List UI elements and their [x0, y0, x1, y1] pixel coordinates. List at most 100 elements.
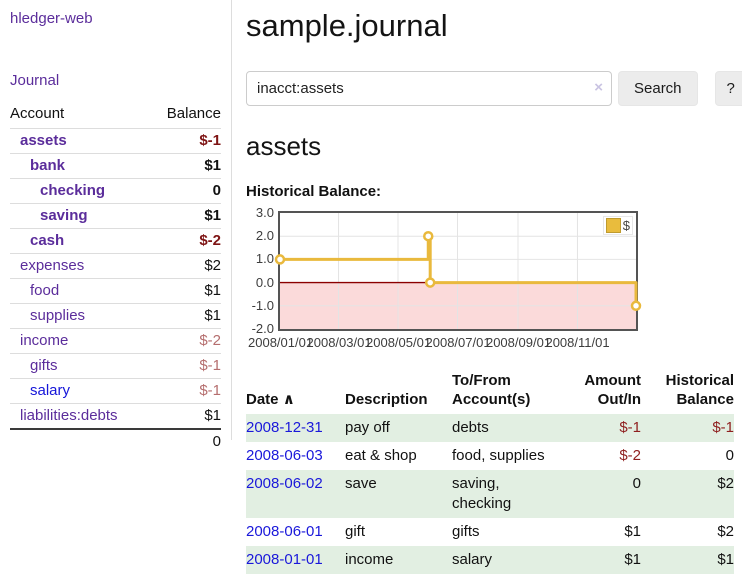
table-row: 2008-06-01 gift gifts $1 $2 [246, 518, 734, 546]
account-link[interactable]: salary [30, 382, 71, 399]
account-balance: $1 [150, 303, 221, 329]
cell-description: gift [345, 523, 366, 540]
cell-description: save [345, 475, 377, 492]
col-date-sort[interactable]: Date ∧ [246, 391, 295, 408]
cell-balance: $1 [717, 551, 734, 568]
cell-balance: $-1 [712, 419, 734, 436]
accounts-col-balance: Balance [166, 105, 221, 122]
col-description: Description [345, 391, 428, 408]
sidebar-item-journal[interactable]: Journal [10, 72, 60, 89]
account-link[interactable]: assets [20, 132, 67, 149]
account-row: cash $-2 [10, 228, 221, 254]
col-amount: Amount Out/In [584, 372, 641, 408]
account-row: checking 0 [10, 178, 221, 204]
cell-amount: $-2 [619, 447, 641, 464]
cell-description: income [345, 551, 394, 568]
account-row: supplies $1 [10, 303, 221, 329]
account-balance: $2 [150, 253, 221, 279]
account-link[interactable]: bank [30, 157, 66, 174]
account-balance: $-2 [150, 228, 221, 254]
chart-plot[interactable]: $ [274, 211, 642, 331]
account-balance: $-1 [150, 378, 221, 404]
account-balance: $-2 [150, 328, 221, 354]
account-link[interactable]: expenses [20, 257, 85, 274]
date-link[interactable]: 2008-12-31 [246, 419, 323, 436]
account-row: bank $1 [10, 153, 221, 179]
account-row: saving $1 [10, 203, 221, 229]
account-balance: $-1 [150, 128, 221, 154]
cell-amount: $-1 [619, 419, 641, 436]
historical-balance-chart: $ 3.0 2.0 1.0 0.0 -1.0 -2.0 2008/01/01 2008/03/… [246, 205, 734, 355]
account-balance: $1 [150, 203, 221, 229]
account-link[interactable]: supplies [30, 307, 86, 324]
cell-balance: $2 [717, 523, 734, 540]
account-link[interactable]: food [30, 282, 60, 299]
cell-accounts: gifts [452, 523, 480, 540]
accounts-table: Account Balance assets $-1 bank $1 checking 0… [10, 101, 221, 454]
app-title-link[interactable]: hledger-web [10, 10, 93, 27]
chart-legend: $ [602, 216, 633, 235]
register-table: Date ∧ Description To/From Account(s) Am… [246, 369, 734, 574]
main-content: sample.journal × Search ? assets Histori… [246, 0, 742, 574]
accounts-total-value: 0 [150, 428, 221, 454]
account-heading: assets [246, 131, 322, 161]
table-row: 2008-06-03 eat & shop food, supplies $-2 0 [246, 442, 734, 470]
account-link[interactable]: income [20, 332, 69, 349]
account-row: liabilities:debts $1 [10, 403, 221, 429]
sidebar: hledger-web Journal Account Balance asse… [0, 0, 232, 454]
cell-balance: $2 [717, 475, 734, 492]
cell-amount: $1 [624, 551, 641, 568]
date-link[interactable]: 2008-06-01 [246, 523, 323, 540]
x-axis-tick-label: 2008/01/01 [248, 335, 314, 350]
accounts-tbody: assets $-1 bank $1 checking 0 saving $1 cash $-2 e… [10, 128, 221, 454]
date-link[interactable]: 2008-06-02 [246, 475, 323, 492]
cell-accounts: debts [452, 419, 489, 436]
col-balance: Historical Balance [665, 372, 734, 408]
account-balance: 0 [150, 178, 221, 204]
account-balance: $-1 [150, 353, 221, 379]
register-tbody: 2008-12-31 pay off debts $-1 $-1 2008-06-03 ea… [246, 414, 734, 574]
table-row: 2008-01-01 income salary $1 $1 [246, 546, 734, 574]
account-row: food $1 [10, 278, 221, 304]
y-axis-tick-label: 2.0 [255, 228, 274, 244]
clear-search-icon[interactable]: × [594, 79, 603, 96]
account-balance: $1 [150, 403, 221, 429]
chart-title: Historical Balance: [246, 183, 382, 200]
accounts-col-account: Account [10, 105, 65, 122]
search-input-wrap: × [246, 71, 612, 106]
account-link[interactable]: cash [30, 232, 65, 249]
account-link[interactable]: saving [40, 207, 88, 224]
cell-accounts: salary [452, 551, 493, 568]
account-balance: $1 [150, 278, 221, 304]
account-link[interactable]: gifts [30, 357, 58, 374]
cell-description: eat & shop [345, 447, 417, 464]
account-row: income $-2 [10, 328, 221, 354]
x-axis-tick-label: 2008/07/01 [425, 335, 491, 350]
table-row: 2008-12-31 pay off debts $-1 $-1 [246, 414, 734, 442]
help-button[interactable]: ? [714, 71, 742, 106]
y-axis-tick-label: 3.0 [255, 205, 274, 220]
account-balance: $1 [150, 153, 221, 179]
x-axis-tick-label: 2008/11/01 [545, 335, 610, 350]
account-link[interactable]: liabilities:debts [20, 407, 118, 424]
search-button[interactable]: Search [618, 71, 698, 106]
account-row: assets $-1 [10, 128, 221, 154]
cell-amount: 0 [632, 475, 641, 492]
date-link[interactable]: 2008-01-01 [246, 551, 323, 568]
legend-label: $ [622, 218, 630, 233]
account-link[interactable]: checking [40, 182, 106, 199]
col-accounts: To/From Account(s) [452, 372, 531, 408]
y-axis-tick-label: 0.0 [255, 274, 274, 290]
account-row: expenses $2 [10, 253, 221, 279]
y-axis-tick-label: -2.0 [251, 321, 274, 336]
y-axis-tick-label: 1.0 [255, 251, 274, 267]
x-axis-tick-label: 2008/03/01 [306, 335, 372, 350]
date-link[interactable]: 2008-06-03 [246, 447, 323, 464]
account-row: salary $-1 [10, 378, 221, 404]
sort-asc-icon: ∧ [282, 391, 295, 408]
legend-swatch-icon [605, 218, 621, 233]
table-row: 2008-06-02 save saving, checking 0 $2 [246, 470, 734, 518]
account-row: gifts $-1 [10, 353, 221, 379]
search-input[interactable] [246, 71, 612, 106]
y-axis-tick-label: -1.0 [251, 297, 274, 313]
